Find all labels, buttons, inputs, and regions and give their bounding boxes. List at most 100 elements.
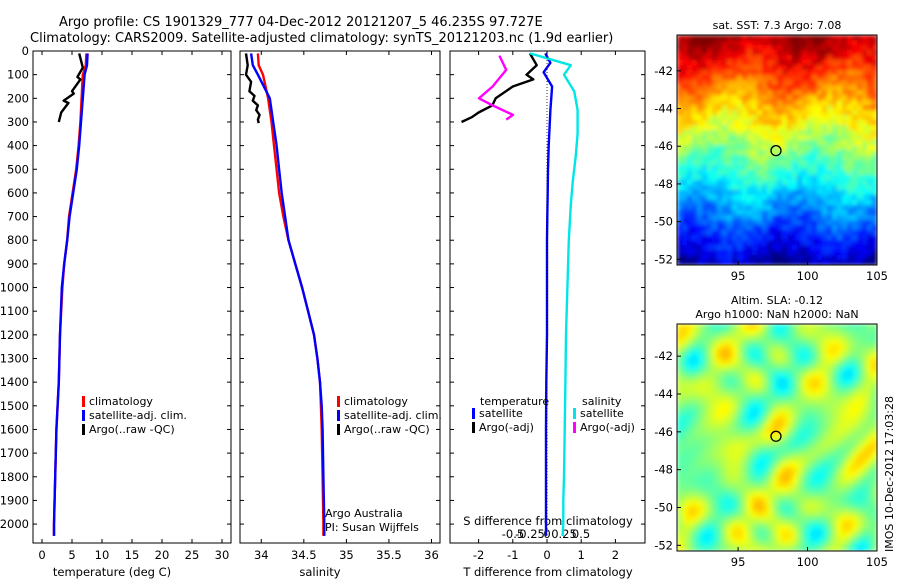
map-cell — [767, 140, 773, 146]
map-cell — [677, 145, 683, 151]
map-cell — [842, 521, 848, 527]
map-cell — [707, 462, 713, 468]
map-cell — [792, 432, 798, 439]
map-cell — [772, 60, 778, 66]
map-cell — [682, 541, 688, 547]
map-cell — [787, 363, 793, 370]
map-cell — [822, 422, 828, 429]
map-cell — [837, 210, 843, 216]
map-cell — [822, 230, 828, 236]
map-cell — [707, 501, 713, 508]
map-cell — [717, 343, 723, 350]
map-cell — [847, 80, 853, 86]
map-cell — [727, 393, 733, 399]
map-cell — [677, 541, 683, 547]
x-tick-label: 5 — [68, 548, 75, 562]
map-cell — [822, 200, 828, 206]
map-cell — [832, 75, 838, 81]
map-cell — [872, 225, 877, 231]
map-cell — [772, 541, 778, 547]
map-cell — [767, 85, 773, 91]
map-cell — [807, 388, 813, 394]
map-cell — [782, 95, 788, 101]
map-cell — [852, 85, 858, 91]
map-cell — [707, 255, 713, 261]
map-cell — [737, 55, 743, 61]
map-cell — [717, 245, 723, 251]
map-cell — [767, 481, 773, 488]
map-cell — [732, 383, 738, 389]
map-cell — [752, 412, 758, 419]
map-cell — [782, 80, 788, 86]
map-cell — [732, 491, 738, 498]
map-cell — [847, 476, 853, 483]
map-cell — [837, 180, 843, 186]
map-cell — [707, 50, 713, 56]
map-cell — [682, 368, 688, 374]
map-cell — [677, 150, 683, 156]
map-cell — [782, 506, 788, 513]
map-cell — [737, 373, 743, 379]
map-cell — [747, 80, 753, 86]
map-cell — [687, 260, 693, 265]
map-cell — [852, 40, 858, 46]
map-cell — [717, 210, 723, 216]
map-cell — [762, 526, 768, 532]
map-cell — [787, 496, 793, 503]
map-cell — [872, 95, 877, 101]
map-cell — [867, 398, 873, 404]
map-cell — [872, 402, 877, 409]
map-cell — [832, 195, 838, 201]
map-cell — [777, 506, 783, 513]
map-cell — [822, 140, 828, 146]
y-tick-label: 100 — [7, 68, 29, 82]
map-cell — [707, 412, 713, 419]
map-cell — [852, 145, 858, 151]
map-cell — [817, 170, 823, 176]
map-cell — [737, 324, 743, 330]
map-cell — [862, 363, 868, 370]
map-cell — [857, 130, 863, 136]
map-cell — [807, 501, 813, 508]
map-cell — [682, 378, 688, 384]
map-cell — [677, 417, 683, 424]
map-cell — [722, 437, 728, 444]
map-cell — [737, 115, 743, 121]
map-cell — [752, 160, 758, 166]
map-cell — [832, 412, 838, 419]
map-cell — [752, 140, 758, 146]
y-tick-label: 1200 — [0, 328, 29, 342]
map-cell — [787, 130, 793, 136]
map-cell — [687, 506, 693, 513]
map-cell — [782, 324, 788, 330]
map-cell — [767, 185, 773, 191]
map-cell — [742, 55, 748, 61]
map-cell — [822, 516, 828, 522]
map-cell — [707, 185, 713, 191]
map-cell — [677, 180, 683, 186]
map-cell — [767, 541, 773, 547]
map-cell — [772, 412, 778, 419]
map-cell — [767, 531, 773, 537]
map-cell — [827, 65, 833, 71]
map-cell — [802, 402, 808, 409]
map-cell — [742, 105, 748, 111]
map-cell — [762, 491, 768, 498]
map-cell — [677, 526, 683, 532]
map-cell — [717, 467, 723, 473]
map-cell — [867, 165, 873, 171]
map-cell — [782, 205, 788, 211]
map-cell — [842, 260, 848, 265]
map-cell — [817, 491, 823, 498]
map-cell — [682, 481, 688, 488]
map-cell — [857, 65, 863, 71]
map-cell — [812, 45, 818, 51]
map-cell — [827, 245, 833, 251]
map-cell — [837, 90, 843, 96]
map-cell — [767, 338, 773, 345]
map-cell — [817, 205, 823, 211]
map-cell — [862, 60, 868, 66]
map-cell — [852, 120, 858, 126]
map-cell — [682, 516, 688, 522]
map-cell — [852, 130, 858, 136]
